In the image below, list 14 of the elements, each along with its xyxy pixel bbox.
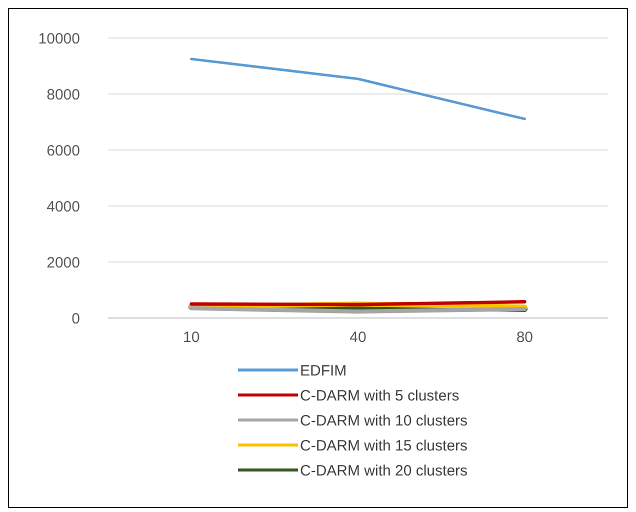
y-tick-label: 2000 — [46, 254, 80, 272]
y-tick-label: 4000 — [46, 198, 80, 216]
x-tick-label: 10 — [182, 329, 200, 346]
y-tick-label: 6000 — [46, 142, 80, 160]
x-tick-label: 80 — [516, 329, 534, 346]
legend-label: EDFIM — [300, 362, 347, 380]
y-tick-label: 8000 — [46, 86, 80, 104]
y-tick-label: 10000 — [38, 30, 80, 48]
y-tick-label: 0 — [72, 310, 80, 328]
x-tick-label: 40 — [350, 329, 366, 346]
legend-label: C-DARM with 20 clusters — [300, 462, 468, 480]
legend-label: C-DARM with 5 clusters — [300, 387, 460, 404]
legend-label: C-DARM with 15 clusters — [300, 437, 468, 454]
legend-label: C-DARM with 10 clusters — [300, 412, 468, 430]
